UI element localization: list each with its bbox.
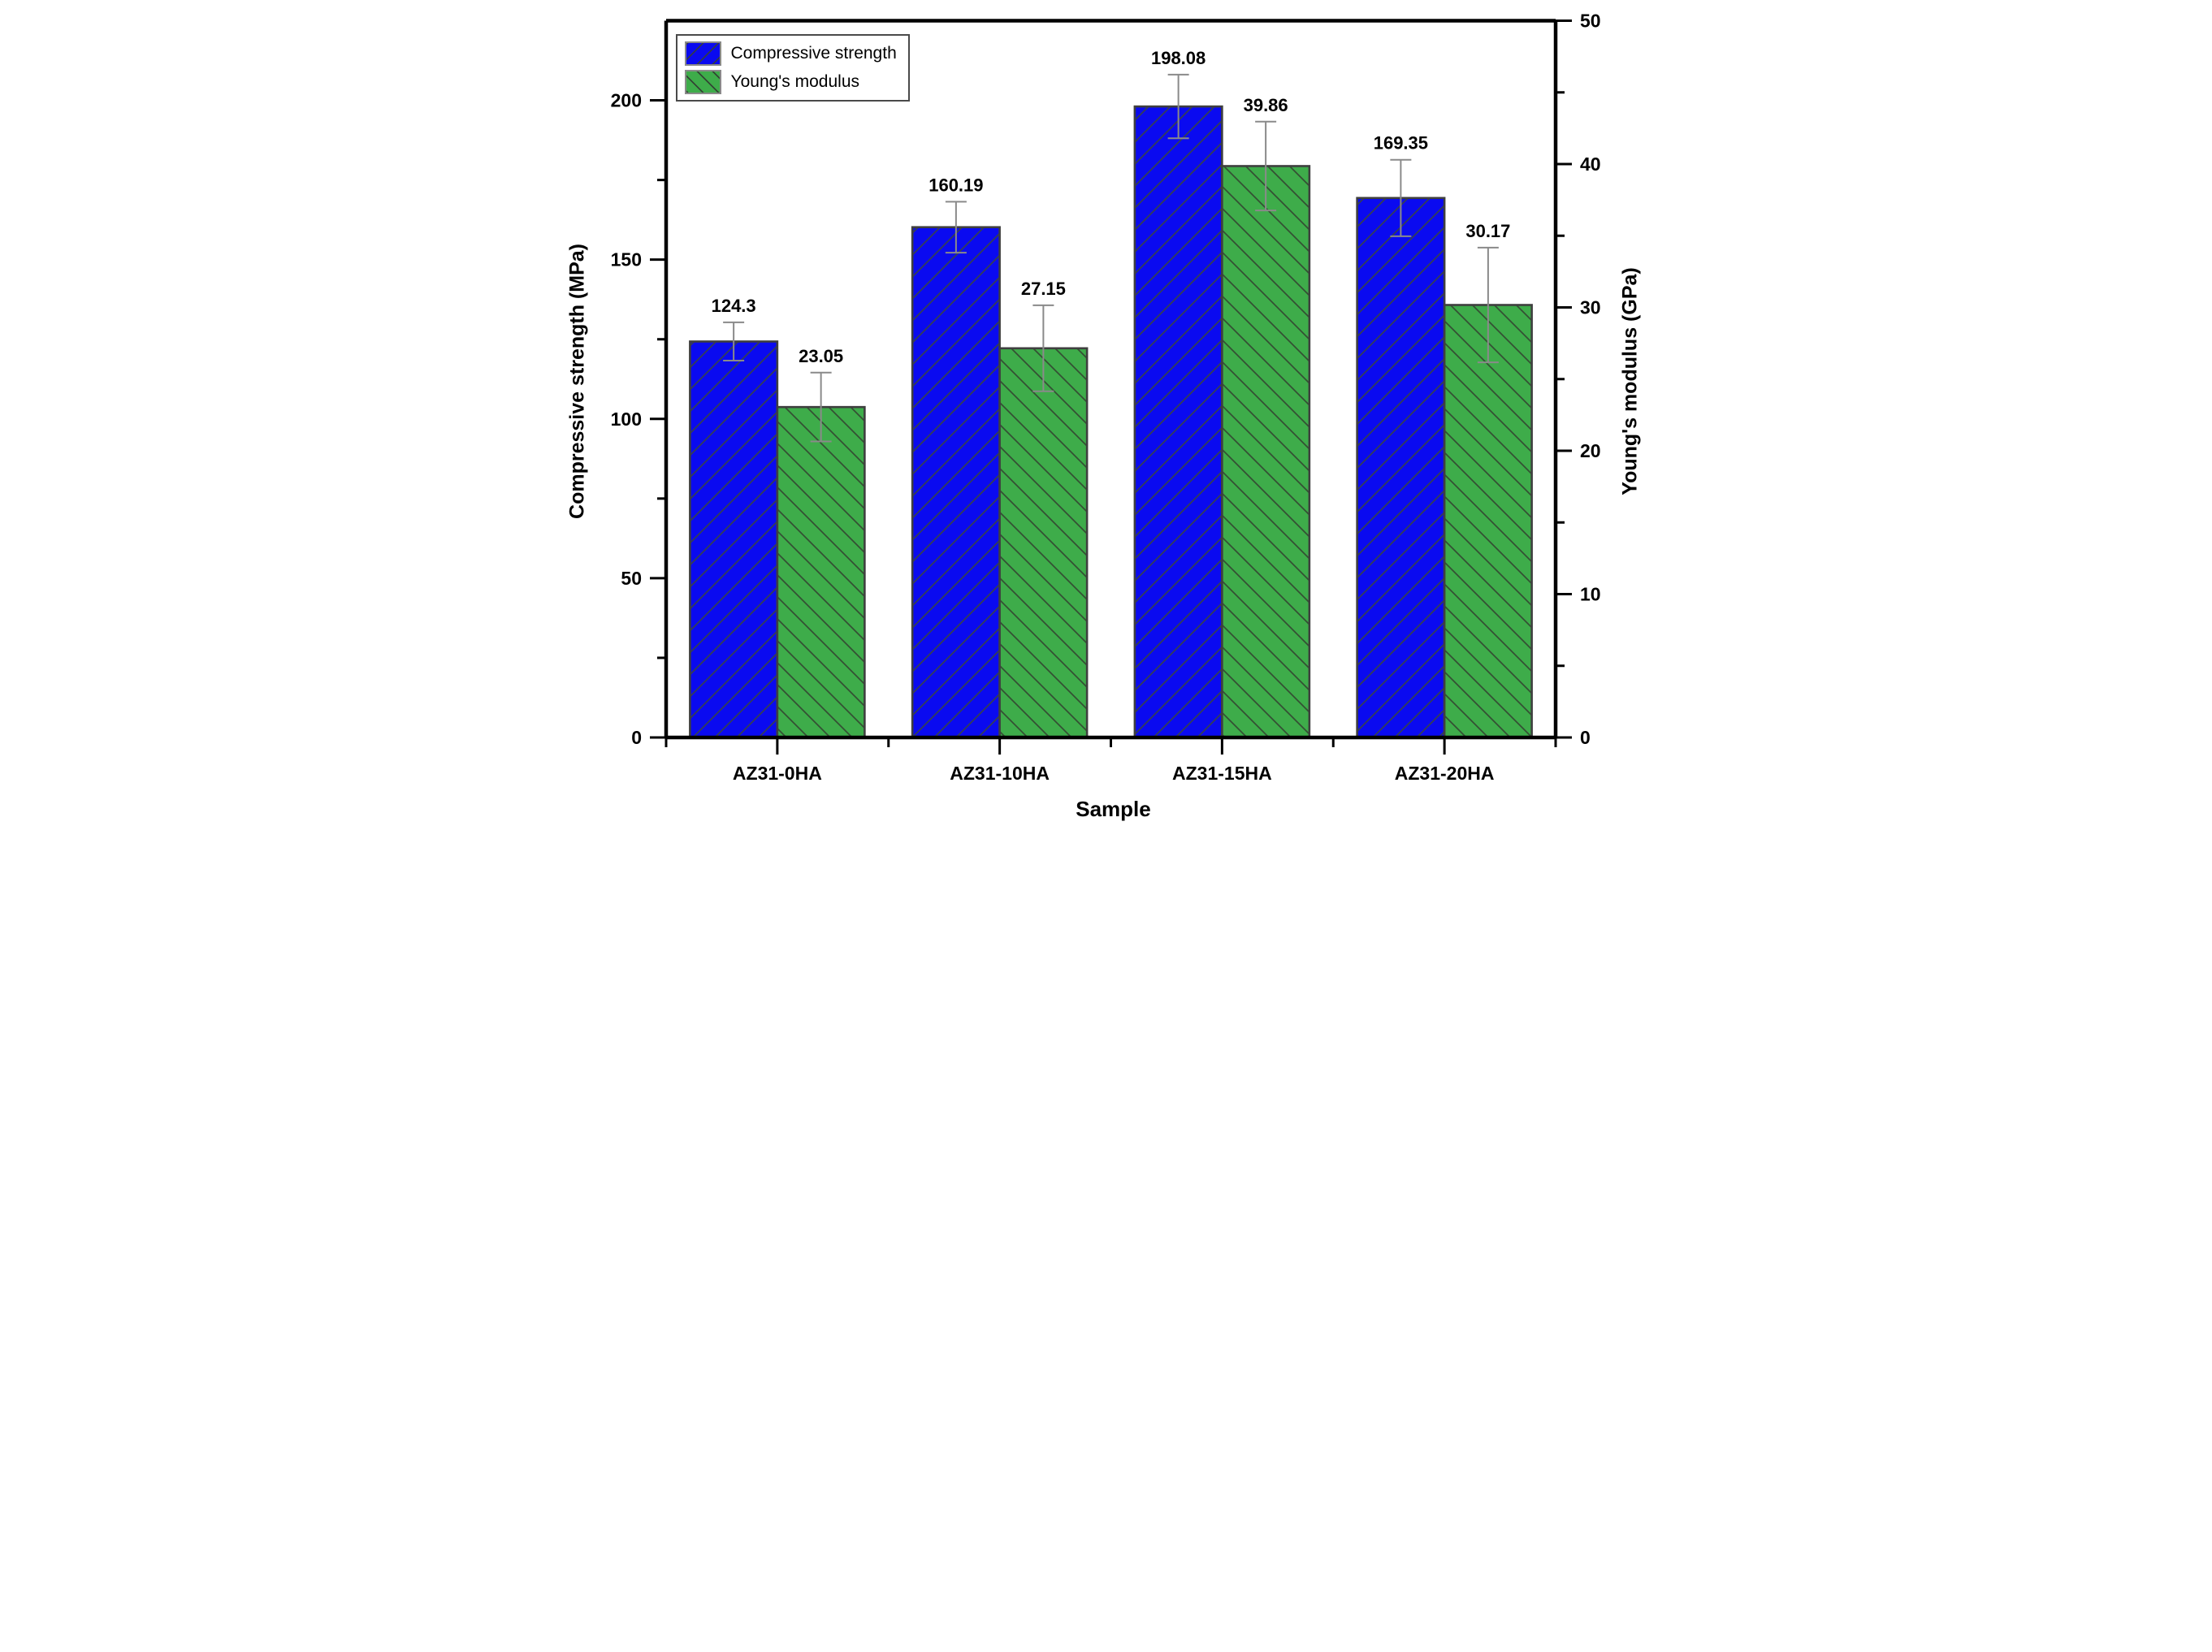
value-label: 39.86 xyxy=(1243,95,1288,115)
value-label: 30.17 xyxy=(1465,221,1510,241)
value-label: 124.3 xyxy=(711,296,755,316)
legend-label: Young's modulus xyxy=(730,71,860,91)
value-label: 169.35 xyxy=(1373,133,1427,154)
error-bar-AZ31-20HA xyxy=(1389,158,1411,237)
bar-hatch-overlay xyxy=(911,227,1000,737)
x-axis-title: Sample xyxy=(1076,797,1151,821)
right-tick-label: 40 xyxy=(1580,154,1601,175)
legend-swatch-compressive-icon xyxy=(684,41,721,66)
legend-item-youngs-modulus: Young's modulus xyxy=(684,70,897,94)
error-bar-AZ31-0HA xyxy=(810,371,832,443)
bar-hatch-overlay xyxy=(1221,166,1309,737)
right-tick-label: 20 xyxy=(1580,440,1601,461)
bar-hatch-overlay xyxy=(999,348,1087,737)
left-tick-label: 150 xyxy=(610,249,641,270)
x-tick-label: AZ31-10HA xyxy=(950,763,1050,784)
chart-figure: 124.3 23.05 AZ31-0HA 160.19 27.15 AZ31-10HA 19… xyxy=(552,0,1660,826)
error-bar-AZ31-10HA xyxy=(945,201,967,254)
right-axis-title: Young's modulus (GPa) xyxy=(1618,267,1641,495)
right-tick-label: 0 xyxy=(1580,727,1591,748)
legend-label: Compressive strength xyxy=(730,43,897,63)
error-bar-AZ31-15HA xyxy=(1254,120,1276,212)
left-tick-label: 100 xyxy=(610,409,641,430)
legend: Compressive strength Young's modulus xyxy=(675,34,910,102)
x-tick-label: AZ31-20HA xyxy=(1394,763,1494,784)
left-axis-title: Compressive strength (MPa) xyxy=(565,244,588,519)
chart-canvas: 124.3 23.05 AZ31-0HA 160.19 27.15 AZ31-10HA 19… xyxy=(610,11,1601,785)
value-label: 160.19 xyxy=(929,175,983,195)
left-tick-label: 50 xyxy=(621,568,642,589)
value-label: 23.05 xyxy=(799,346,843,366)
error-bar-AZ31-15HA xyxy=(1167,73,1189,140)
right-tick-label: 50 xyxy=(1580,11,1601,32)
right-tick-label: 30 xyxy=(1580,297,1601,318)
bar-hatch-overlay xyxy=(777,407,864,737)
legend-swatch-youngs-icon xyxy=(684,70,721,94)
x-tick-label: AZ31-15HA xyxy=(1172,763,1272,784)
bar-hatch-overlay xyxy=(689,341,777,737)
error-bar-AZ31-10HA xyxy=(1032,304,1054,392)
x-tick-label: AZ31-0HA xyxy=(732,763,821,784)
left-tick-label: 200 xyxy=(610,90,641,111)
bar-hatch-overlay xyxy=(1357,197,1444,737)
bar-hatch-overlay xyxy=(1134,106,1222,737)
left-tick-label: 0 xyxy=(631,727,642,748)
legend-item-compressive-strength: Compressive strength xyxy=(684,41,897,66)
bar-hatch-overlay xyxy=(1444,305,1532,737)
right-tick-label: 10 xyxy=(1580,584,1601,605)
error-bar-AZ31-20HA xyxy=(1477,246,1499,364)
value-label: 198.08 xyxy=(1150,48,1205,68)
error-bar-AZ31-0HA xyxy=(722,321,744,362)
value-label: 27.15 xyxy=(1020,279,1065,299)
